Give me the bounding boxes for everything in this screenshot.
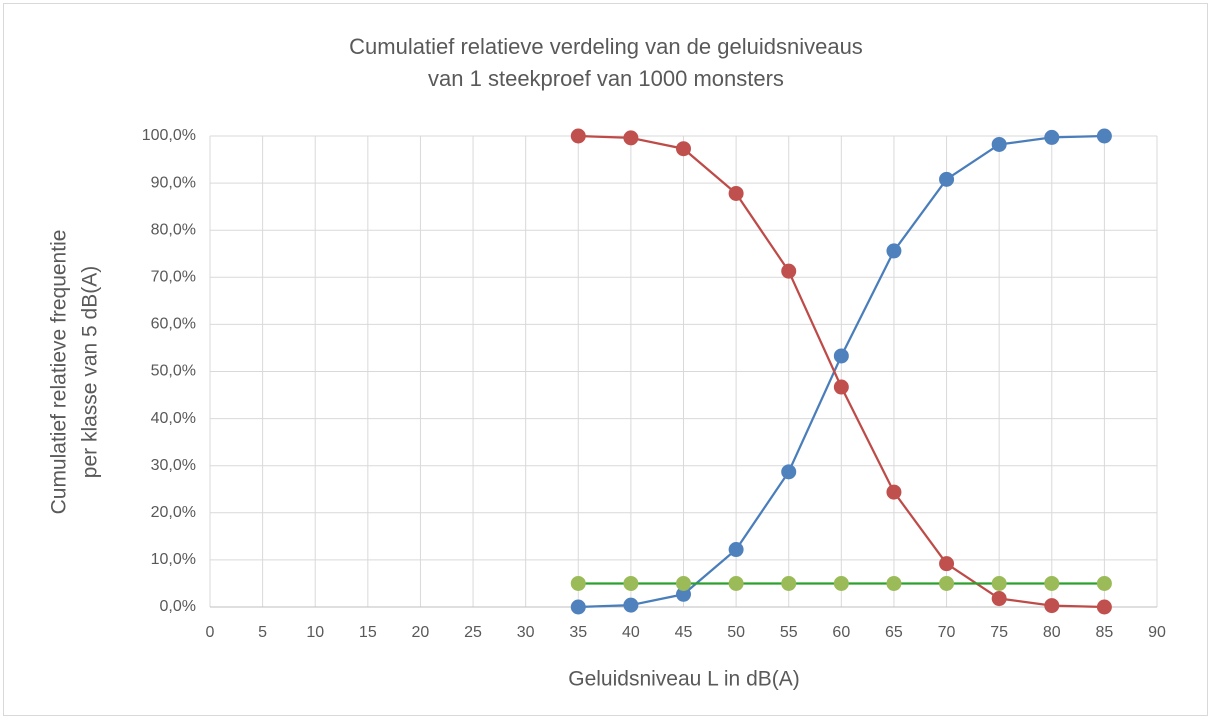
data-point [623,130,639,146]
chart-title: van 1 steekproef van 1000 monsters [428,66,784,91]
data-point [728,185,744,201]
data-point [1096,575,1112,591]
x-axis-label: Geluidsniveau L in dB(A) [568,668,800,691]
data-point [1044,129,1060,145]
data-point [833,348,849,364]
y-tick-label: 90,0% [151,174,196,191]
x-tick-label: 15 [359,624,377,641]
data-point [886,484,902,500]
chart-title: Cumulatief relatieve verdeling van de ge… [349,34,863,59]
x-tick-label: 40 [622,624,640,641]
y-tick-label: 80,0% [151,221,196,238]
x-tick-label: 10 [306,624,324,641]
x-tick-label: 45 [675,624,693,641]
y-axis-label: Cumulatief relatieve frequentie [48,230,71,515]
data-point [991,591,1007,607]
x-tick-label: 35 [569,624,587,641]
y-tick-label: 50,0% [151,363,196,380]
data-point [570,599,586,615]
y-tick-label: 60,0% [151,316,196,333]
data-point [781,575,797,591]
y-tick-label: 0,0% [160,598,196,615]
data-point [939,575,955,591]
y-tick-label: 100,0% [142,127,196,144]
data-point [623,597,639,613]
data-point [781,263,797,279]
x-tick-label: 30 [517,624,535,641]
x-tick-label: 20 [412,624,430,641]
data-point [623,575,639,591]
x-tick-label: 75 [990,624,1008,641]
data-point [1096,599,1112,615]
x-tick-label: 90 [1148,624,1166,641]
x-tick-label: 50 [727,624,745,641]
y-tick-label: 70,0% [151,269,196,286]
y-tick-label: 40,0% [151,410,196,427]
x-tick-label: 55 [780,624,798,641]
data-point [570,128,586,144]
x-tick-label: 25 [464,624,482,641]
data-point [676,575,691,591]
chart-border [3,3,1208,716]
data-point [991,136,1007,152]
x-tick-label: 70 [938,624,956,641]
x-tick-label: 5 [258,624,267,641]
data-point [939,171,955,187]
x-tick-label: 65 [885,624,903,641]
data-point [1044,598,1060,614]
data-point [570,575,586,591]
data-point [833,575,849,591]
data-point [728,575,744,591]
data-point [833,379,849,395]
y-axis-label: per klasse van 5 dB(A) [79,266,102,478]
x-tick-label: 80 [1043,624,1061,641]
data-point [1044,575,1060,591]
data-point [781,464,797,480]
data-point [939,556,955,572]
y-tick-label: 30,0% [151,457,196,474]
data-point [1096,128,1112,144]
x-tick-label: 60 [832,624,850,641]
y-tick-label: 10,0% [151,551,196,568]
data-point [886,575,902,591]
y-tick-label: 20,0% [151,504,196,521]
x-tick-label: 0 [206,624,215,641]
data-point [991,575,1007,591]
data-point [728,542,744,558]
data-point [886,243,902,259]
data-point [676,141,691,157]
x-tick-label: 85 [1095,624,1113,641]
